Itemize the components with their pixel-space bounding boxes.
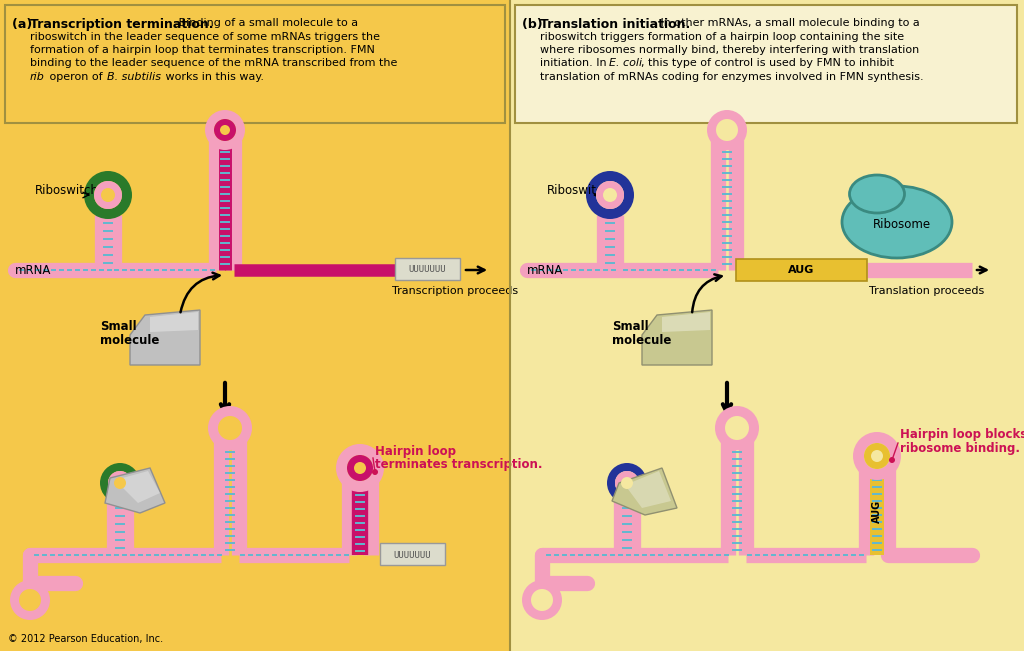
Text: Transcription termination.: Transcription termination. xyxy=(30,18,213,31)
Text: rib: rib xyxy=(30,72,45,82)
Text: UUUUUUU: UUUUUUU xyxy=(393,551,431,559)
Text: Small: Small xyxy=(612,320,648,333)
Circle shape xyxy=(522,580,562,620)
Text: Riboswitch: Riboswitch xyxy=(547,184,611,197)
Polygon shape xyxy=(612,468,677,515)
Circle shape xyxy=(347,455,373,481)
Text: formation of a hairpin loop that terminates transcription. FMN: formation of a hairpin loop that termina… xyxy=(30,45,375,55)
Polygon shape xyxy=(642,310,712,365)
Text: (a): (a) xyxy=(12,18,37,31)
Text: terminates transcription.: terminates transcription. xyxy=(375,458,543,471)
Text: AUG: AUG xyxy=(872,500,882,523)
Text: B. subtilis: B. subtilis xyxy=(106,72,161,82)
Circle shape xyxy=(84,171,132,219)
Ellipse shape xyxy=(842,186,952,258)
Circle shape xyxy=(707,110,746,150)
Polygon shape xyxy=(662,312,710,332)
Text: Hairpin loop blocks: Hairpin loop blocks xyxy=(900,428,1024,441)
Text: translation of mRNAs coding for enzymes involved in FMN synthesis.: translation of mRNAs coding for enzymes … xyxy=(540,72,924,82)
Circle shape xyxy=(347,455,373,481)
Circle shape xyxy=(94,181,122,209)
Circle shape xyxy=(100,463,140,503)
Text: binding to the leader sequence of the mRNA transcribed from the: binding to the leader sequence of the mR… xyxy=(30,59,397,68)
Circle shape xyxy=(208,406,252,450)
Text: E. coli: E. coli xyxy=(609,59,642,68)
Circle shape xyxy=(19,589,41,611)
Bar xyxy=(395,258,460,280)
Text: Small: Small xyxy=(100,320,136,333)
Circle shape xyxy=(715,406,759,450)
Circle shape xyxy=(603,188,617,202)
Text: molecule: molecule xyxy=(100,334,160,347)
Bar xyxy=(380,543,445,565)
Text: Binding of a small molecule to a: Binding of a small molecule to a xyxy=(175,18,358,28)
Circle shape xyxy=(108,471,132,495)
FancyBboxPatch shape xyxy=(515,5,1017,123)
Circle shape xyxy=(889,457,895,463)
Circle shape xyxy=(871,450,883,462)
Text: Transcription proceeds: Transcription proceeds xyxy=(392,286,518,296)
Circle shape xyxy=(10,580,50,620)
Circle shape xyxy=(214,119,236,141)
Text: mRNA: mRNA xyxy=(15,264,51,277)
Circle shape xyxy=(205,110,245,150)
Circle shape xyxy=(108,471,132,495)
Circle shape xyxy=(607,463,647,503)
Polygon shape xyxy=(105,468,165,513)
Text: initiation. In: initiation. In xyxy=(540,59,610,68)
Circle shape xyxy=(531,589,553,611)
Circle shape xyxy=(596,181,624,209)
Text: Translation proceeds: Translation proceeds xyxy=(869,286,985,296)
Polygon shape xyxy=(625,471,671,508)
Text: molecule: molecule xyxy=(612,334,672,347)
Circle shape xyxy=(94,181,122,209)
Text: works in this way.: works in this way. xyxy=(162,72,264,82)
Circle shape xyxy=(864,443,890,469)
Bar xyxy=(0,0,510,651)
Bar xyxy=(510,0,1024,651)
Circle shape xyxy=(214,119,236,141)
Polygon shape xyxy=(130,310,200,365)
Text: AUG: AUG xyxy=(788,265,815,275)
Text: ribosome binding.: ribosome binding. xyxy=(900,442,1020,455)
Circle shape xyxy=(621,477,633,489)
Bar xyxy=(870,468,884,555)
Bar xyxy=(736,259,867,281)
Text: Hairpin loop: Hairpin loop xyxy=(375,445,456,458)
Circle shape xyxy=(101,188,115,202)
Text: Translation initiation.: Translation initiation. xyxy=(540,18,690,31)
Circle shape xyxy=(354,462,366,474)
Text: In other mRNAs, a small molecule binding to a: In other mRNAs, a small molecule binding… xyxy=(657,18,920,28)
Polygon shape xyxy=(150,312,198,332)
Circle shape xyxy=(586,171,634,219)
Text: Riboswitch: Riboswitch xyxy=(35,184,99,197)
Circle shape xyxy=(716,119,738,141)
Circle shape xyxy=(615,471,639,495)
Text: operon of: operon of xyxy=(46,72,106,82)
Text: mRNA: mRNA xyxy=(527,264,563,277)
Text: (b): (b) xyxy=(522,18,547,31)
Text: UUUUUUU: UUUUUUU xyxy=(409,266,445,275)
Circle shape xyxy=(725,416,749,440)
Text: riboswitch triggers formation of a hairpin loop containing the site: riboswitch triggers formation of a hairp… xyxy=(540,31,904,42)
Circle shape xyxy=(220,125,230,135)
Ellipse shape xyxy=(850,175,904,213)
Polygon shape xyxy=(115,471,160,503)
Circle shape xyxy=(114,477,126,489)
Text: Ribosome: Ribosome xyxy=(872,217,931,230)
Text: , this type of control is used by FMN to inhibit: , this type of control is used by FMN to… xyxy=(641,59,894,68)
Text: where ribosomes normally bind, thereby interfering with translation: where ribosomes normally bind, thereby i… xyxy=(540,45,920,55)
Text: riboswitch in the leader sequence of some mRNAs triggers the: riboswitch in the leader sequence of som… xyxy=(30,31,380,42)
FancyBboxPatch shape xyxy=(5,5,505,123)
Text: © 2012 Pearson Education, Inc.: © 2012 Pearson Education, Inc. xyxy=(8,634,163,644)
Circle shape xyxy=(615,471,639,495)
Circle shape xyxy=(218,416,242,440)
Circle shape xyxy=(372,469,378,475)
Circle shape xyxy=(864,443,890,469)
Circle shape xyxy=(853,432,901,480)
Circle shape xyxy=(336,444,384,492)
Circle shape xyxy=(596,181,624,209)
